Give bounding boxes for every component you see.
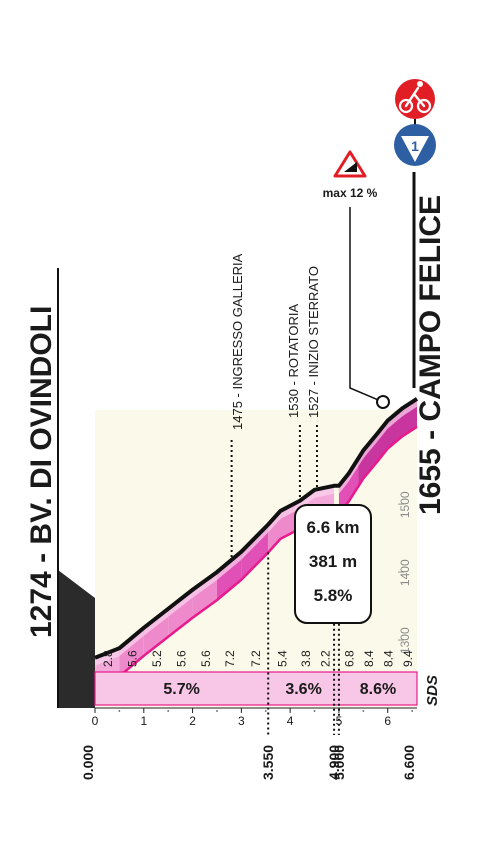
altitude-tick-label: 1300 [398,627,412,654]
category-1-icon: 1 [394,124,436,166]
km-tick-label: 1 [140,714,147,728]
profile-segment [268,503,296,553]
grade-label: 5.6 [174,650,188,667]
sector-band [94,671,418,706]
altitude-tick-label: 1400 [398,559,412,586]
km-ticks: 0 1 2 3 4 5 6 [92,708,414,728]
grade-label: 7.2 [249,650,263,667]
grade-label: 8.4 [362,650,376,667]
steep-warning-icon [333,150,367,178]
km-tick-label: 0 [92,714,99,728]
grade-label: 5.6 [199,650,213,667]
grade-label: 8.4 [382,650,396,667]
km-minor-tick [216,710,218,712]
km-tick-label: 4 [287,714,294,728]
km-tick-label: 3 [238,714,245,728]
km-mark-label: 5.000 [331,745,347,780]
km-minor-tick [411,710,414,712]
grade-label: 2.2 [318,650,332,667]
grade-label: 9.4 [401,650,415,667]
brand-logo: SDS [424,675,441,706]
profile-segment-face [377,412,398,441]
grade-label: 5.4 [276,650,290,667]
start-label: 1274 - BV. DI OVINDOLI [25,306,58,638]
grade-label: 5.2 [150,650,164,667]
annotation-max-grade: max 12 % [323,186,378,200]
grade-label: 6.8 [343,650,357,667]
sector-avg-label: 5.7% [163,681,199,698]
km-finish-label: 6.600 [401,745,417,780]
finish-label: 1655 - CAMPO FELICE [414,195,447,515]
grade-label: 5.6 [126,650,140,667]
max-grade-pointer [349,207,384,403]
sector-labels: 5.7% 3.6% 8.6% [163,681,396,698]
svg-text:1: 1 [411,138,419,154]
km-mark-label: 4.900 [326,745,342,780]
finish-cyclist-icon [395,79,435,119]
grade-label: 3.8 [299,650,313,667]
km-start-label: 0.000 [80,745,96,780]
km-minor-tick [167,710,170,712]
max-grade-point [376,395,390,409]
sector-avg-label: 3.6% [285,681,321,698]
annotation-sterrato: 1527 - INIZIO STERRATO [306,266,321,418]
summary-distance: 6.6 km [307,518,360,537]
km-mark-label: 3.550 [260,745,276,780]
grade-label: 2.8 [101,650,115,667]
start-wall [58,570,95,708]
km-minor-tick [264,710,267,712]
km-minor-tick [313,710,316,712]
grade-labels: 2.8 5.6 5.2 5.6 5.6 7.2 7.2 5.4 3.8 2.2 6.8 8.4 8.4 9… [101,650,415,667]
km-tick-label: 6 [384,714,391,728]
km-tick-label: 2 [189,714,196,728]
sector-avg-label: 8.6% [360,681,396,698]
altitude-tick-label: 1500 [398,491,412,518]
annotation-galleria: 1475 - INGRESSO GALLERIA [230,253,245,430]
altitude-ticks: 1300 1400 1500 [398,491,412,654]
grade-label: 7.2 [223,650,237,667]
summary-gain: 381 m [309,552,357,571]
profile-segment-face [268,503,296,533]
km-minor-tick [362,710,365,712]
summary-box: 6.6 km 381 m 5.8% [294,504,372,624]
km-minor-tick [118,710,121,712]
summary-avg-grade: 5.8% [314,586,353,605]
profile-segment [377,412,398,461]
km-tick-label: 5 [336,714,343,728]
annotation-rotatoria: 1530 - ROTATORIA [286,304,301,418]
